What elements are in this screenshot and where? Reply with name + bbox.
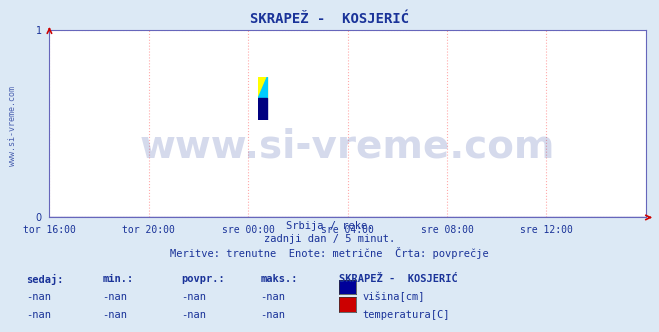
Text: višina[cm]: višina[cm] bbox=[362, 292, 425, 302]
Text: temperatura[C]: temperatura[C] bbox=[362, 310, 450, 320]
Text: maks.:: maks.: bbox=[260, 274, 298, 284]
Text: -nan: -nan bbox=[26, 292, 51, 302]
Text: sedaj:: sedaj: bbox=[26, 274, 64, 285]
Text: min.:: min.: bbox=[102, 274, 133, 284]
Text: Meritve: trenutne  Enote: metrične  Črta: povprečje: Meritve: trenutne Enote: metrične Črta: … bbox=[170, 247, 489, 259]
Text: -nan: -nan bbox=[102, 292, 127, 302]
Polygon shape bbox=[258, 77, 268, 98]
Text: -nan: -nan bbox=[260, 292, 285, 302]
Polygon shape bbox=[258, 98, 268, 120]
Text: -nan: -nan bbox=[260, 310, 285, 320]
Text: Srbija / reke.: Srbija / reke. bbox=[286, 221, 373, 231]
Text: SKRAPEŽ -  KOSJERIĆ: SKRAPEŽ - KOSJERIĆ bbox=[250, 12, 409, 26]
Text: -nan: -nan bbox=[181, 292, 206, 302]
Text: -nan: -nan bbox=[181, 310, 206, 320]
Text: -nan: -nan bbox=[102, 310, 127, 320]
Text: -nan: -nan bbox=[26, 310, 51, 320]
Text: www.si-vreme.com: www.si-vreme.com bbox=[140, 127, 556, 165]
Text: SKRAPEŽ -  KOSJERIĆ: SKRAPEŽ - KOSJERIĆ bbox=[339, 274, 458, 284]
Polygon shape bbox=[258, 77, 268, 98]
Text: zadnji dan / 5 minut.: zadnji dan / 5 minut. bbox=[264, 234, 395, 244]
Text: povpr.:: povpr.: bbox=[181, 274, 225, 284]
Text: www.si-vreme.com: www.si-vreme.com bbox=[8, 86, 17, 166]
